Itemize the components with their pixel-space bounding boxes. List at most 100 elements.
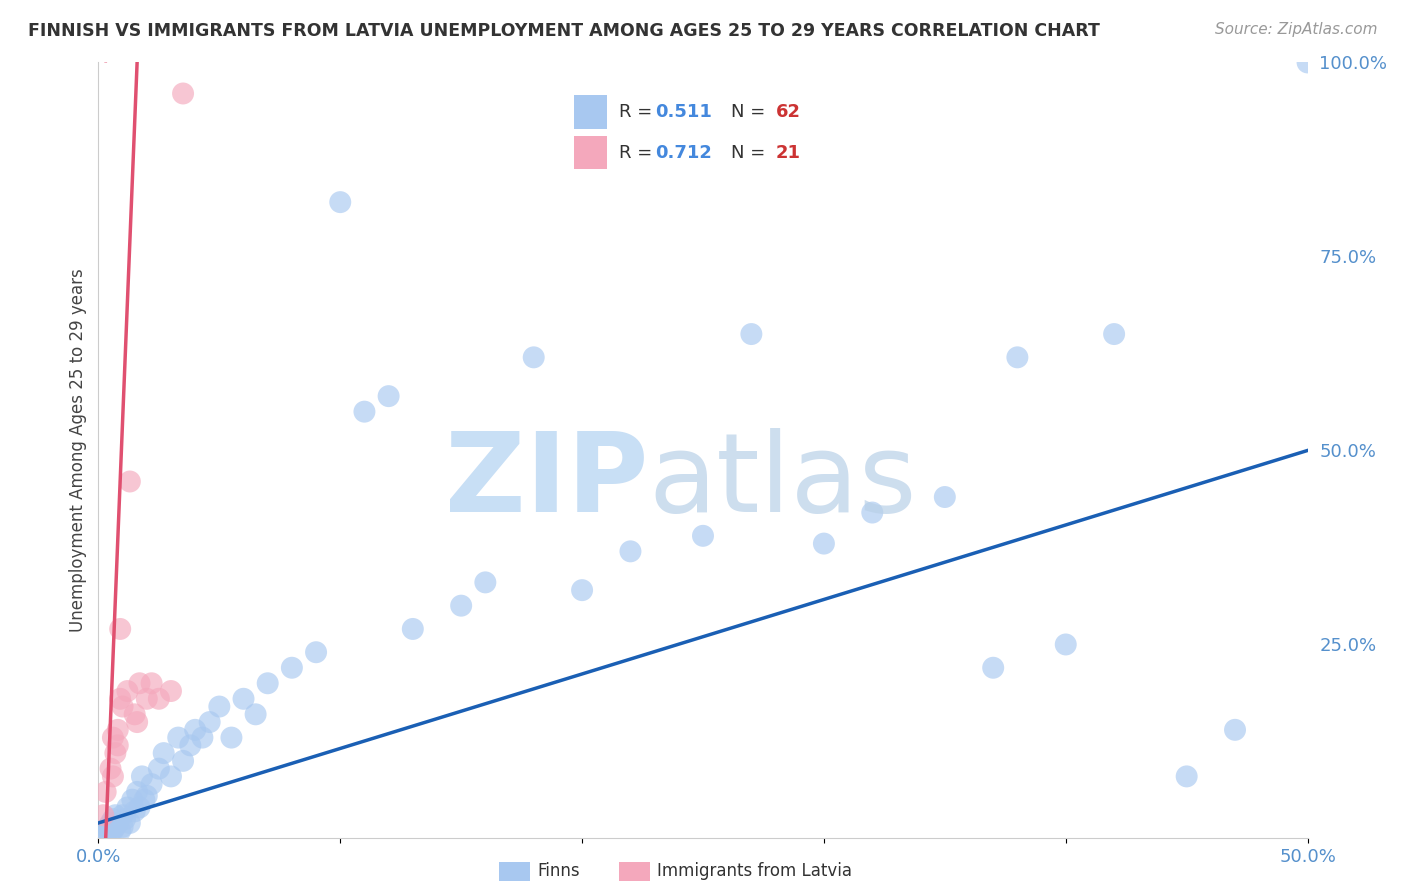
Point xyxy=(104,820,127,834)
Point xyxy=(124,707,146,722)
Point xyxy=(1102,326,1125,341)
Point xyxy=(107,816,129,830)
Point xyxy=(305,645,328,659)
Point xyxy=(108,691,131,706)
Point xyxy=(118,475,141,489)
Point xyxy=(148,691,170,706)
Text: ZIP: ZIP xyxy=(446,428,648,535)
Point xyxy=(107,739,129,753)
Y-axis label: Unemployment Among Ages 25 to 29 years: Unemployment Among Ages 25 to 29 years xyxy=(69,268,87,632)
Point xyxy=(450,599,472,613)
Point xyxy=(402,622,425,636)
Text: 0.511: 0.511 xyxy=(655,103,711,121)
Point xyxy=(100,762,122,776)
Text: Finns: Finns xyxy=(537,863,579,880)
Point xyxy=(114,812,136,826)
Point xyxy=(619,544,641,558)
Point xyxy=(94,828,117,842)
Text: N =: N = xyxy=(731,103,770,121)
Point xyxy=(167,731,190,745)
Point xyxy=(117,800,139,814)
Point xyxy=(281,661,304,675)
Point xyxy=(108,622,131,636)
Text: 62: 62 xyxy=(776,103,801,121)
Point xyxy=(121,793,143,807)
Point xyxy=(1223,723,1246,737)
Point xyxy=(256,676,278,690)
Point xyxy=(172,754,194,768)
Point xyxy=(128,676,150,690)
Point xyxy=(1296,55,1319,70)
Point xyxy=(523,351,546,365)
Text: 0.712: 0.712 xyxy=(655,144,711,161)
Point xyxy=(141,676,163,690)
Text: Immigrants from Latvia: Immigrants from Latvia xyxy=(657,863,852,880)
Point xyxy=(100,816,122,830)
Point xyxy=(934,490,956,504)
Point xyxy=(101,812,124,826)
Point xyxy=(474,575,496,590)
Text: R =: R = xyxy=(619,144,658,161)
Point xyxy=(148,762,170,776)
Point xyxy=(111,820,134,834)
Point xyxy=(135,789,157,803)
Text: R =: R = xyxy=(619,103,658,121)
Point xyxy=(97,823,120,838)
Point xyxy=(108,823,131,838)
Point xyxy=(571,583,593,598)
Point xyxy=(91,823,114,838)
Point xyxy=(232,691,254,706)
Text: 21: 21 xyxy=(776,144,801,161)
Text: atlas: atlas xyxy=(648,428,917,535)
Text: Source: ZipAtlas.com: Source: ZipAtlas.com xyxy=(1215,22,1378,37)
Point xyxy=(104,746,127,760)
Point xyxy=(179,739,201,753)
Point xyxy=(208,699,231,714)
Point xyxy=(97,820,120,834)
Point xyxy=(111,699,134,714)
Point xyxy=(860,506,883,520)
Point xyxy=(377,389,399,403)
Point xyxy=(107,723,129,737)
Point xyxy=(1054,637,1077,651)
Point xyxy=(91,808,114,822)
Point xyxy=(141,777,163,791)
Point xyxy=(127,785,149,799)
Bar xyxy=(574,136,607,169)
Point xyxy=(353,405,375,419)
Point xyxy=(172,87,194,101)
Point xyxy=(184,723,207,737)
Point xyxy=(118,816,141,830)
Point xyxy=(1175,769,1198,783)
Point xyxy=(131,769,153,783)
Point xyxy=(813,536,835,550)
Point xyxy=(101,769,124,783)
Point xyxy=(104,808,127,822)
Point xyxy=(221,731,243,745)
Point xyxy=(134,793,156,807)
Bar xyxy=(574,95,607,129)
Point xyxy=(981,661,1004,675)
Point xyxy=(329,195,352,210)
Point xyxy=(692,529,714,543)
Point xyxy=(101,731,124,745)
Point xyxy=(740,326,762,341)
Text: FINNISH VS IMMIGRANTS FROM LATVIA UNEMPLOYMENT AMONG AGES 25 TO 29 YEARS CORRELA: FINNISH VS IMMIGRANTS FROM LATVIA UNEMPL… xyxy=(28,22,1099,40)
Point xyxy=(101,823,124,838)
Point xyxy=(191,731,214,745)
Point xyxy=(160,684,183,698)
Point xyxy=(198,715,221,730)
Point xyxy=(100,825,122,839)
Point xyxy=(127,715,149,730)
Point xyxy=(124,805,146,819)
Point xyxy=(128,800,150,814)
Point xyxy=(245,707,267,722)
Point xyxy=(152,746,174,760)
Point xyxy=(1007,351,1029,365)
Point xyxy=(111,808,134,822)
Point xyxy=(135,691,157,706)
Text: N =: N = xyxy=(731,144,770,161)
Point xyxy=(94,785,117,799)
Point xyxy=(160,769,183,783)
Point xyxy=(117,684,139,698)
